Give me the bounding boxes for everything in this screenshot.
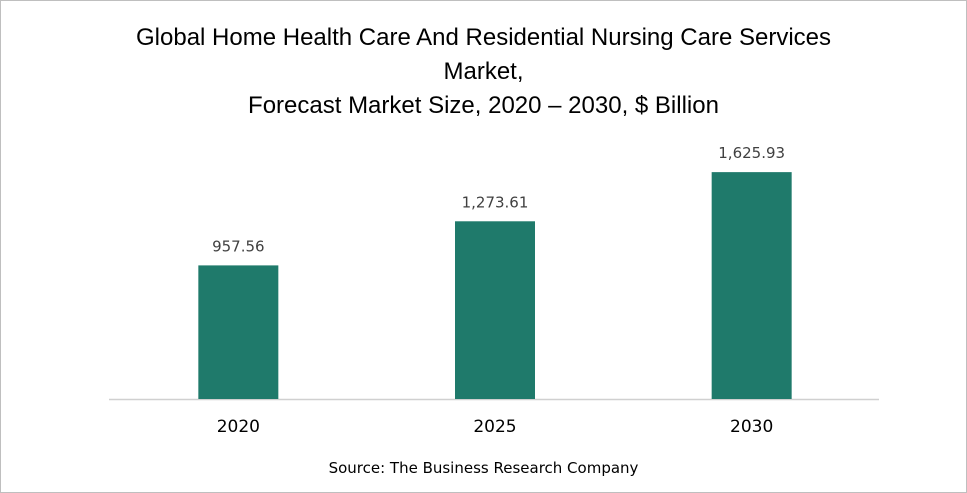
x-tick-label: 2020: [217, 417, 260, 437]
chart-title-line: Market,: [443, 58, 524, 85]
chart-title: Global Home Health Care And Residential …: [1, 21, 966, 123]
data-label: 1,273.61: [462, 193, 529, 211]
chart-title-line: Global Home Health Care And Residential …: [136, 24, 831, 51]
chart-title-line: Forecast Market Size, 2020 – 2030, $ Bil…: [248, 92, 719, 119]
x-tick-label: 2025: [473, 417, 516, 437]
x-tick-label: 2030: [730, 417, 773, 437]
bar-2030: [711, 172, 792, 399]
data-label: 957.56: [212, 237, 265, 255]
bar-2025: [455, 221, 535, 399]
data-label: 1,625.93: [718, 144, 785, 162]
bar-2020: [198, 265, 279, 399]
source-note: Source: The Business Research Company: [328, 459, 639, 477]
